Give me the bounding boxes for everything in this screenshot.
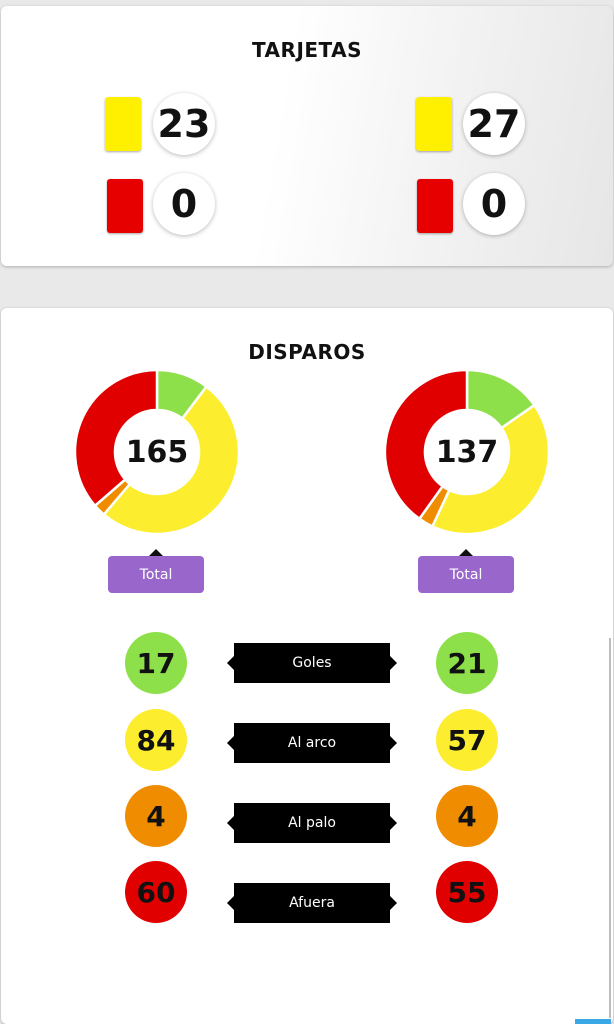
afuera-slice — [383, 368, 469, 521]
away-shots-donut-chart: 137 — [383, 368, 551, 536]
home-total-button[interactable]: Total — [108, 549, 204, 593]
cards-title: TARJETAS — [251, 38, 363, 62]
afuera-label: Afuera — [227, 883, 397, 923]
home-red-count: 0 — [153, 173, 215, 235]
away-total-shots: 137 — [435, 434, 499, 470]
away-afuera-count: 55 — [436, 861, 498, 923]
yellow-card-icon — [416, 97, 452, 151]
al-arco-slice — [102, 384, 241, 536]
scroll-indicator — [575, 1019, 611, 1024]
red-card-icon — [417, 179, 453, 233]
home-goles-count: 17 — [125, 632, 187, 694]
shots-title: DISPAROS — [248, 340, 366, 364]
afuera-slice — [73, 368, 159, 508]
home-total-shots: 165 — [125, 434, 189, 470]
home-yellow-count: 23 — [153, 93, 215, 155]
away-al-arco-count: 57 — [436, 709, 498, 771]
home-shots-donut-chart: 165 — [73, 368, 241, 536]
away-yellow-count: 27 — [463, 93, 525, 155]
al-arco-label: Al arco — [227, 723, 397, 763]
scrollbar[interactable] — [609, 638, 611, 1018]
al-palo-label: Al palo — [227, 803, 397, 843]
away-total-button[interactable]: Total — [418, 549, 514, 593]
home-afuera-count: 60 — [125, 861, 187, 923]
red-card-icon — [107, 179, 143, 233]
home-al-arco-count: 84 — [125, 709, 187, 771]
cards-panel: TARJETAS 23 0 27 0 — [1, 6, 613, 266]
away-goles-count: 21 — [436, 632, 498, 694]
yellow-card-icon — [105, 97, 141, 151]
away-al-palo-count: 4 — [436, 785, 498, 847]
goles-label: Goles — [227, 643, 397, 683]
home-al-palo-count: 4 — [125, 785, 187, 847]
shots-panel: DISPAROS 165 137 Total Total 17 Goles 21… — [1, 308, 613, 1024]
away-red-count: 0 — [463, 173, 525, 235]
al-arco-slice — [430, 403, 551, 536]
